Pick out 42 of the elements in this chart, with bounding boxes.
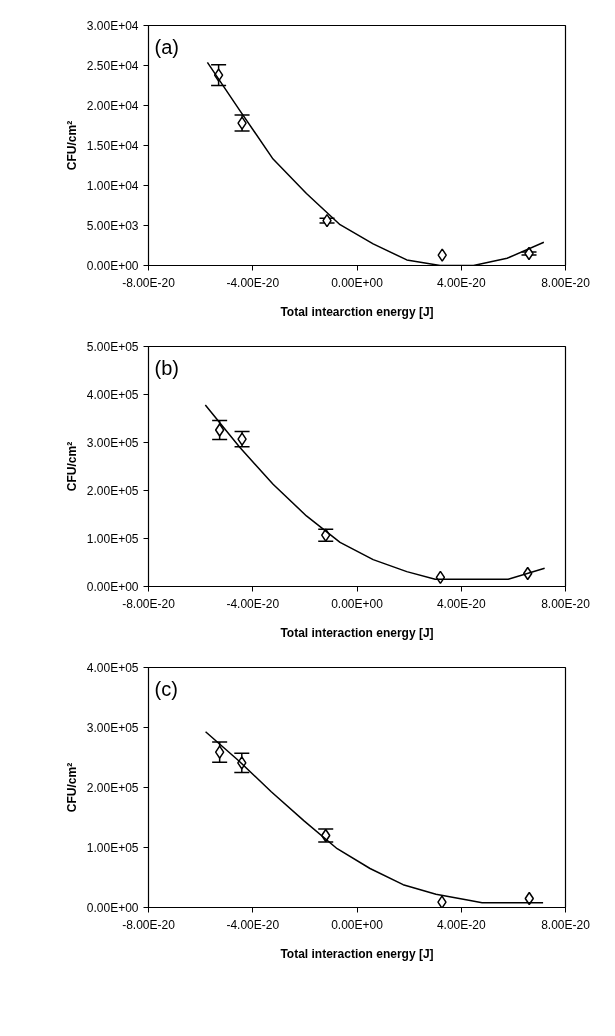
y-tick-label: 1.50E+04: [86, 138, 139, 153]
y-tick-label: 1.00E+05: [86, 840, 139, 855]
y-tick-label: 3.00E+05: [86, 720, 139, 735]
x-tick-label: 4.00E-20: [436, 917, 486, 932]
y-tick-label: 5.00E+03: [86, 218, 139, 233]
y-tick-label: 2.00E+04: [86, 98, 139, 113]
x-tick-label: 8.00E-20: [541, 275, 591, 290]
x-tick-label: 8.00E-20: [541, 917, 591, 932]
x-tick-label: 4.00E-20: [436, 275, 486, 290]
x-tick-label: -4.00E-20: [226, 917, 280, 932]
x-tick-label: -8.00E-20: [122, 917, 176, 932]
x-tick-label: 0.00E+00: [331, 275, 384, 290]
y-tick-label: 3.00E+05: [86, 435, 139, 450]
annotation: (a): [154, 35, 179, 58]
x-tick-label: -8.00E-20: [122, 596, 176, 611]
x-tick-label: -4.00E-20: [226, 275, 280, 290]
annotation: (b): [154, 356, 179, 379]
x-axis-title: Total interaction energy [J]: [280, 946, 434, 961]
y-tick-label: 2.00E+05: [86, 780, 139, 795]
y-tick-label: 4.00E+05: [86, 387, 139, 402]
x-tick-label: 8.00E-20: [541, 596, 591, 611]
x-tick-label: 4.00E-20: [436, 596, 486, 611]
x-tick-label: 0.00E+00: [331, 917, 384, 932]
x-tick-label: -8.00E-20: [122, 275, 176, 290]
y-tick-label: 4.00E+05: [86, 660, 139, 675]
y-tick-label: 1.00E+05: [86, 531, 139, 546]
x-axis-title: Total interaction energy [J]: [280, 625, 434, 640]
x-axis-title: Total intearction energy [J]: [280, 304, 434, 319]
y-tick-label: 0.00E+00: [86, 579, 139, 594]
x-tick-label: 0.00E+00: [331, 596, 384, 611]
y-tick-label: 0.00E+00: [86, 900, 139, 915]
x-tick-label: -4.00E-20: [226, 596, 280, 611]
y-axis-title: CFU/cm²: [64, 762, 79, 813]
y-axis-title: CFU/cm²: [64, 441, 79, 492]
y-tick-label: 1.00E+04: [86, 178, 139, 193]
y-tick-label: 2.50E+04: [86, 58, 139, 73]
annotation: (c): [154, 677, 178, 700]
y-tick-label: 3.00E+04: [86, 18, 139, 33]
y-tick-label: 2.00E+05: [86, 483, 139, 498]
y-tick-label: 0.00E+00: [86, 258, 139, 273]
y-axis-title: CFU/cm²: [64, 120, 79, 171]
y-tick-label: 5.00E+05: [86, 339, 139, 354]
